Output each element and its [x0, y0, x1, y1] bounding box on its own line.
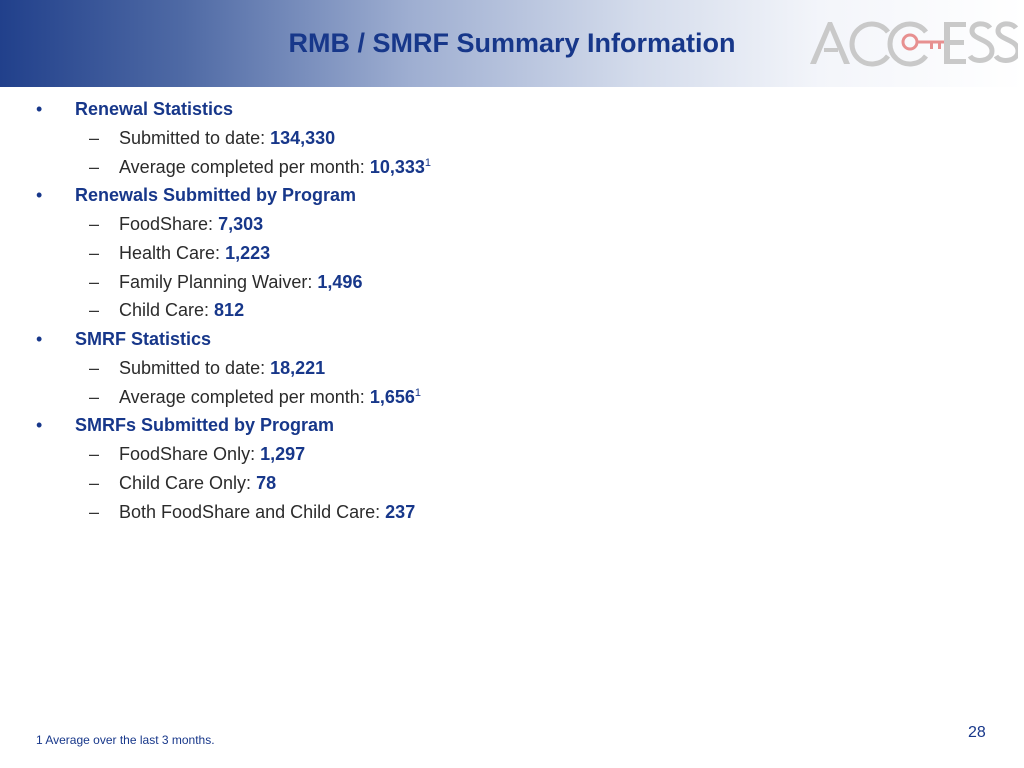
item-value: 78 — [256, 472, 277, 493]
list-item-text: Submitted to date: 134,330 — [119, 126, 335, 150]
footnote-marker: 1 — [414, 386, 421, 399]
header-band: RMB / SMRF Summary Information — [0, 0, 1024, 87]
bullet-marker: • — [36, 415, 43, 436]
dash-marker: – — [89, 271, 100, 292]
list-item-text: Family Planning Waiver: 1,496 — [119, 270, 362, 294]
dash-marker: – — [89, 156, 100, 177]
access-logo — [810, 21, 1018, 67]
item-label: Submitted to date: — [119, 357, 271, 378]
bullet-marker: • — [36, 185, 43, 206]
item-label: Both FoodShare and Child Care: — [119, 501, 386, 522]
item-label: Child Care Only: — [119, 472, 257, 493]
item-label: Health Care: — [119, 242, 226, 263]
dash-marker: – — [89, 127, 100, 148]
bullet-marker: • — [36, 329, 43, 349]
dash-marker: – — [89, 444, 100, 464]
footnote-marker: 1 — [424, 156, 432, 169]
list-item-text: Average completed per month: 1,6561 — [119, 385, 421, 409]
list-item-text: Average completed per month: 10,3331 — [119, 155, 431, 179]
list-item-text: Health Care: 1,223 — [119, 241, 270, 265]
item-label: Child Care: — [119, 300, 215, 321]
item-value: 812 — [214, 300, 245, 321]
item-label: FoodShare Only: — [119, 444, 261, 464]
list-item-text: Submitted to date: 18,221 — [119, 356, 325, 380]
item-value: 7,303 — [218, 214, 264, 234]
item-value: 134,330 — [270, 127, 336, 148]
item-value: 1,223 — [225, 242, 271, 263]
item-value: 1,656 — [369, 386, 415, 407]
section-heading: SMRFs Submitted by Program — [75, 415, 335, 436]
page-title: RMB / SMRF Summary Information — [288, 28, 736, 58]
dash-marker: – — [89, 214, 100, 234]
item-value: 1,297 — [260, 444, 306, 464]
section-heading: Renewal Statistics — [75, 99, 234, 119]
footnote: 1 Average over the last 3 months. — [36, 733, 215, 747]
item-label: Family Planning Waiver: — [119, 271, 318, 292]
item-label: Average completed per month: — [119, 156, 370, 177]
list-item-text: FoodShare: 7,303 — [119, 212, 263, 236]
list-item-text: Child Care Only: 78 — [119, 471, 276, 495]
dash-marker: – — [89, 472, 100, 493]
dash-marker: – — [89, 501, 100, 522]
list-item-text: FoodShare Only: 1,297 — [119, 442, 305, 466]
page-number: 28 — [968, 724, 986, 741]
item-value: 237 — [385, 501, 416, 522]
section-heading: SMRF Statistics — [75, 329, 212, 349]
list-item-text: Both FoodShare and Child Care: 237 — [119, 500, 415, 524]
bullet-marker: • — [36, 99, 43, 119]
item-value: 18,221 — [270, 357, 326, 378]
dash-marker: – — [89, 300, 100, 321]
item-label: Average completed per month: — [119, 386, 370, 407]
item-value: 10,333 — [369, 156, 425, 177]
item-label: FoodShare: — [119, 214, 219, 234]
item-value: 1,496 — [317, 271, 363, 292]
item-label: Submitted to date: — [119, 127, 271, 148]
dash-marker: – — [89, 242, 100, 263]
list-item-text: Child Care: 812 — [119, 298, 244, 322]
dash-marker: – — [89, 357, 100, 378]
section-heading: Renewals Submitted by Program — [75, 185, 357, 206]
dash-marker: – — [89, 386, 100, 407]
